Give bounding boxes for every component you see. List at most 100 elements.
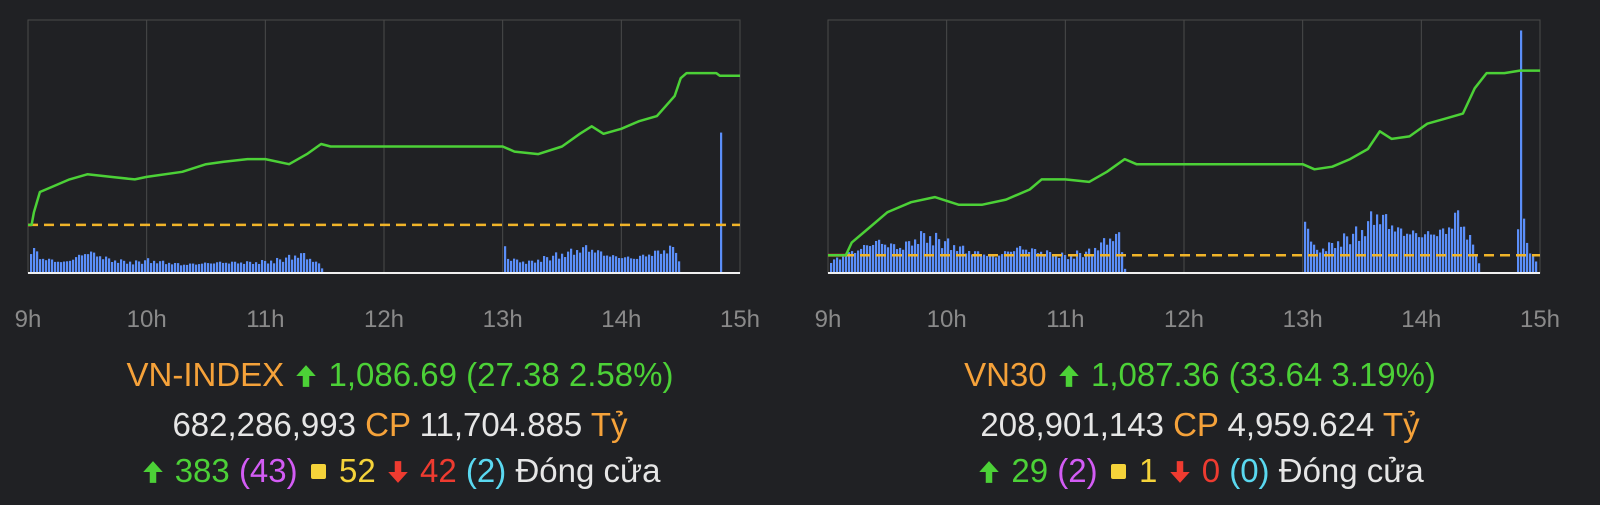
turnover-unit: Tỷ <box>1382 406 1420 443</box>
volume-bar <box>1316 249 1319 273</box>
volume-bar <box>81 255 84 273</box>
volume-bar <box>1385 214 1388 273</box>
volume-value: 208,901,143 <box>980 406 1164 443</box>
volume-unit: CP <box>365 406 411 443</box>
volume-bar <box>1454 212 1457 273</box>
volume-bar <box>69 260 72 273</box>
volume-bar <box>1070 254 1073 273</box>
volume-bar <box>120 259 123 273</box>
volume-bar <box>171 264 174 273</box>
volume-bar <box>872 244 875 273</box>
index-change: (33.64 3.19%) <box>1228 356 1436 393</box>
volume-bar <box>237 263 240 273</box>
volume-bar <box>1004 251 1007 273</box>
volume-bar <box>1349 244 1352 273</box>
volume-bar <box>1046 250 1049 273</box>
volume-bar <box>1406 233 1409 273</box>
floor-count: (2) <box>465 452 507 489</box>
volume-bar <box>645 256 648 273</box>
volume-bar <box>1358 240 1361 273</box>
volume-bar <box>992 254 995 273</box>
volume-bar <box>1043 255 1046 273</box>
volume-bar <box>588 251 591 273</box>
volume-bar <box>561 253 564 273</box>
volume-bar <box>594 252 597 273</box>
volume-bar <box>267 263 270 273</box>
vnindex-volume-line: 682,286,993 CP 11,704.885 Tỷ <box>0 406 800 444</box>
volume-bar <box>243 263 246 273</box>
volume-bar <box>1055 254 1058 273</box>
volume-bar <box>558 258 561 273</box>
volume-bar <box>869 246 872 273</box>
volume-bar <box>1361 230 1364 273</box>
volume-bar <box>1031 248 1034 273</box>
volume-bar <box>905 241 908 273</box>
x-tick-label: 15h <box>1520 306 1560 333</box>
volume-bar <box>1307 228 1310 273</box>
volume-bar <box>240 262 243 273</box>
volume-bar <box>1460 226 1463 273</box>
volume-bar <box>842 256 845 273</box>
vnindex-panel: 9h 10h 11h 12h 13h 14h 15h VN-INDEX 1,086.69 (… <box>0 0 760 505</box>
volume-bar <box>57 261 60 273</box>
price-line <box>28 71 740 227</box>
volume-bar <box>84 254 87 273</box>
volume-bar <box>279 259 282 273</box>
volume-bar <box>881 243 884 273</box>
volume-bar <box>189 263 192 273</box>
volume-bar <box>1535 261 1538 273</box>
volume-bar <box>848 252 851 273</box>
volume-bar <box>303 253 306 273</box>
volume-bar <box>1121 252 1124 273</box>
volume-bar <box>624 257 627 273</box>
volume-bar <box>1052 256 1055 273</box>
volume-bar <box>1076 250 1079 273</box>
volume-bar <box>564 257 567 273</box>
volume-bar <box>1451 228 1454 273</box>
volume-bar <box>582 247 585 273</box>
volume-bar <box>672 246 675 273</box>
volume-bar <box>522 261 525 273</box>
volume-bars <box>30 132 723 273</box>
volume-bar <box>1007 251 1010 273</box>
volume-bar <box>516 259 519 273</box>
volume-bar <box>1109 238 1112 273</box>
volume-bar <box>1028 251 1031 273</box>
up-arrow-icon <box>979 461 999 483</box>
volume-bar <box>249 261 252 273</box>
up-arrow-icon <box>296 365 317 387</box>
volume-bar <box>1001 254 1004 273</box>
volume-bar <box>1376 214 1379 273</box>
volume-bar <box>198 264 201 273</box>
volume-bar <box>510 260 513 273</box>
volume-bar <box>1532 255 1535 273</box>
volume-bar <box>186 264 189 273</box>
volume-bar <box>1067 259 1070 273</box>
volume-bar <box>884 244 887 273</box>
volume-bar <box>875 240 878 273</box>
volume-bar <box>519 262 522 273</box>
decliners-count: 0 <box>1201 452 1221 489</box>
volume-bar <box>1433 234 1436 273</box>
volume-bar <box>123 260 126 273</box>
volume-bar <box>276 257 279 273</box>
volume-bar <box>93 252 96 273</box>
volume-bar <box>836 257 839 273</box>
market-status: Đóng cửa <box>1278 452 1424 489</box>
vnindex-headline: VN-INDEX 1,086.69 (27.38 2.58%) <box>0 356 800 394</box>
volume-bar <box>657 250 660 273</box>
volume-bar <box>923 233 926 273</box>
volume-bar <box>959 246 962 273</box>
volume-bar <box>1310 241 1313 273</box>
volume-bar <box>165 264 168 273</box>
volume-bar <box>1079 253 1082 273</box>
volume-bar <box>102 259 105 273</box>
volume-bar <box>1526 242 1529 273</box>
volume-bar <box>1394 231 1397 273</box>
vn30-headline: VN30 1,087.36 (33.64 3.19%) <box>800 356 1600 394</box>
x-tick-label: 11h <box>1046 306 1084 333</box>
volume-bar <box>1427 231 1430 273</box>
volume-bar <box>1439 229 1442 273</box>
price-line <box>828 69 1540 257</box>
volume-bar <box>621 258 624 273</box>
